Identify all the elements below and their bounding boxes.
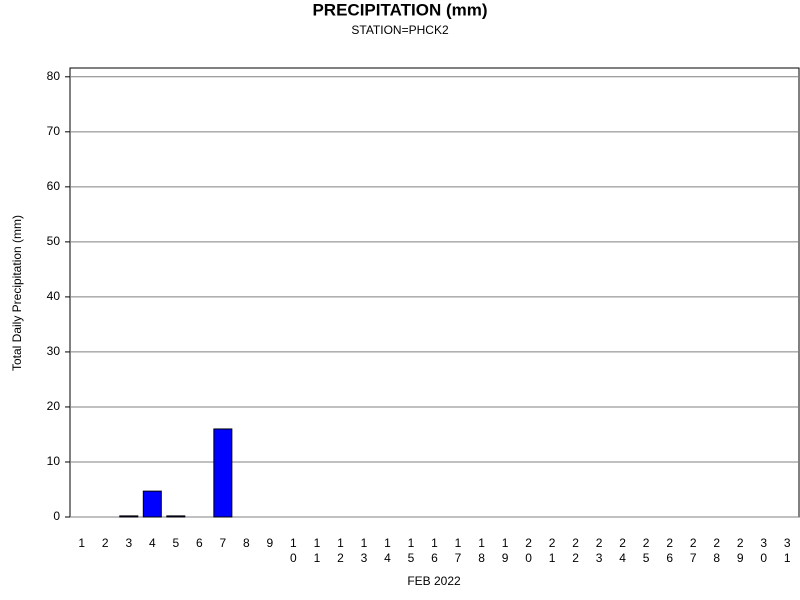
x-tick-label: 30 [757,536,771,566]
x-tick-label: 31 [780,536,794,566]
x-tick-label: 3 [122,536,136,551]
x-tick-label: 23 [592,536,606,566]
y-tick-label: 0 [53,509,60,523]
x-tick-label: 27 [686,536,700,566]
x-tick-label: 14 [380,536,394,566]
bar [119,515,139,518]
y-tick-label: 50 [47,234,61,248]
x-tick-label: 9 [263,536,277,551]
chart-subtitle: STATION=PHCK2 [351,23,449,37]
x-tick-label: 24 [616,536,630,566]
x-tick-label: 4 [145,536,159,551]
x-tick-label: 28 [710,536,724,566]
bar [142,490,162,518]
x-tick-label: 10 [286,536,300,566]
x-tick-label: 19 [498,536,512,566]
y-tick-label: 10 [47,454,61,468]
x-tick-label: 20 [522,536,536,566]
x-tick-label: 16 [428,536,442,566]
bar [213,428,233,518]
x-tick-label: 26 [663,536,677,566]
x-axis-label: FEB 2022 [407,574,461,588]
x-tick-label: 2 [98,536,112,551]
x-tick-label: 8 [239,536,253,551]
x-tick-label: 25 [639,536,653,566]
y-tick-label: 60 [47,179,61,193]
x-tick-label: 5 [169,536,183,551]
x-tick-label: 11 [310,536,324,566]
x-tick-label: 6 [192,536,206,551]
y-tick-label: 80 [47,69,61,83]
x-tick-label: 18 [475,536,489,566]
x-tick-label: 1 [75,536,89,551]
y-axis-label: Total Daily Precipitation (mm) [10,215,24,371]
x-tick-label: 15 [404,536,418,566]
y-tick-label: 40 [47,289,61,303]
y-tick-label: 70 [47,124,61,138]
bar [166,515,186,518]
y-tick-label: 20 [47,399,61,413]
x-tick-label: 13 [357,536,371,566]
chart-title: PRECIPITATION (mm) [312,0,487,19]
plot-frame [69,67,800,518]
x-tick-label: 7 [216,536,230,551]
y-tick-label: 30 [47,344,61,358]
x-tick-label: 12 [333,536,347,566]
x-tick-label: 17 [451,536,465,566]
x-tick-label: 21 [545,536,559,566]
x-tick-label: 22 [569,536,583,566]
x-tick-label: 29 [733,536,747,566]
